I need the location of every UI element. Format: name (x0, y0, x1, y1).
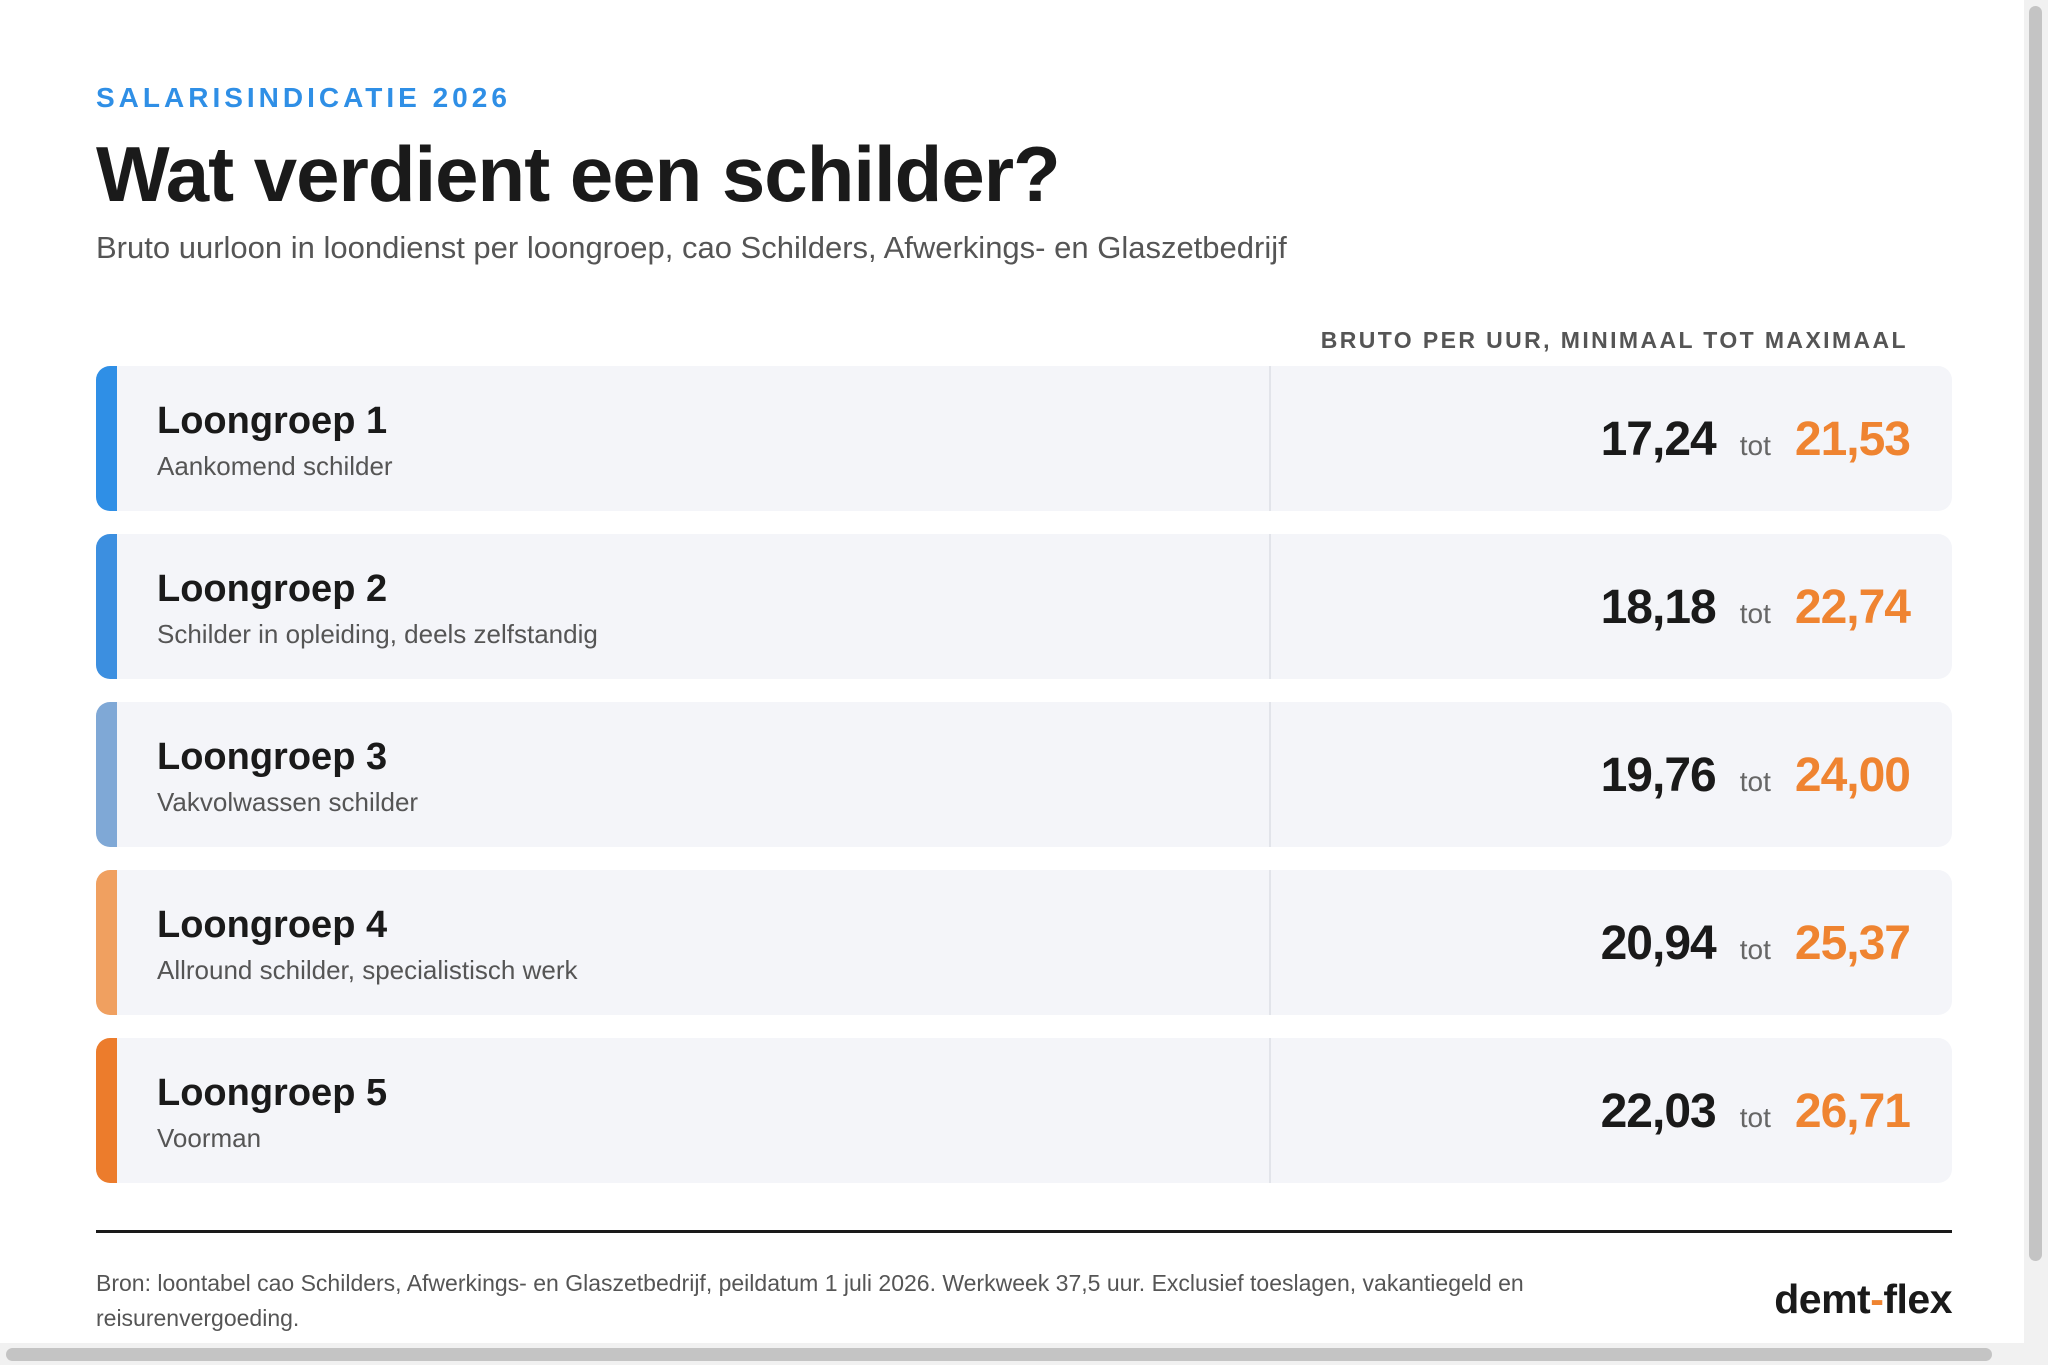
horizontal-scrollbar[interactable] (0, 1343, 2024, 1365)
wage-max: 22,74 (1794, 581, 1911, 634)
row-accent-bar (96, 534, 117, 679)
row-accent-bar (96, 366, 117, 511)
vertical-scrollbar[interactable] (2024, 0, 2048, 1365)
loongroep-name: Loongroep 2 (157, 568, 388, 610)
wage-range: 18,18 tot 22,74 (1600, 580, 1911, 635)
source-note: Bron: loontabel cao Schilders, Afwerking… (96, 1270, 1524, 1331)
brand-logo-dash: - (1870, 1276, 1884, 1322)
page-title: Wat verdient een schilder? (96, 130, 1061, 218)
eyebrow-label: SALARISINDICATIE 2026 (96, 82, 511, 113)
wage-max: 21,53 (1794, 413, 1911, 466)
row-divider (1269, 366, 1271, 511)
row-accent-bar (96, 1038, 117, 1183)
row-divider (1269, 702, 1271, 847)
salary-row: Loongroep 4 Allround schilder, specialis… (96, 870, 1952, 1015)
row-divider (1269, 1038, 1271, 1183)
wage-min: 18,18 (1600, 581, 1717, 634)
loongroep-description: Vakvolwassen schilder (157, 787, 419, 817)
row-divider (1269, 534, 1271, 679)
row-accent-bar (96, 702, 117, 847)
vertical-scrollbar-thumb[interactable] (2029, 6, 2042, 1261)
wage-max: 24,00 (1794, 749, 1911, 802)
salary-row: Loongroep 3 Vakvolwassen schilder 19,76 … (96, 702, 1952, 847)
loongroep-name: Loongroep 3 (157, 736, 388, 778)
salary-table: Loongroep 1 Aankomend schilder 17,24 tot… (96, 366, 1952, 1206)
salary-row: Loongroep 5 Voorman 22,03 tot 26,71 (96, 1038, 1952, 1183)
brand-logo: demt-flex (1774, 1276, 1952, 1323)
wage-min: 22,03 (1600, 1085, 1717, 1138)
wage-range: 22,03 tot 26,71 (1600, 1084, 1911, 1139)
wage-max: 26,71 (1794, 1085, 1911, 1138)
loongroep-description: Allround schilder, specialistisch werk (157, 955, 578, 985)
brand-logo-left: demt (1774, 1276, 1871, 1322)
range-separator: tot (1739, 934, 1771, 965)
salary-row: Loongroep 2 Schilder in opleiding, deels… (96, 534, 1952, 679)
wage-range: 19,76 tot 24,00 (1600, 748, 1911, 803)
loongroep-description: Voorman (157, 1123, 262, 1153)
wage-range: 17,24 tot 21,53 (1600, 412, 1911, 467)
loongroep-name: Loongroep 4 (157, 904, 388, 946)
horizontal-scrollbar-thumb[interactable] (6, 1348, 1992, 1361)
row-divider (1269, 870, 1271, 1015)
row-accent-bar (96, 870, 117, 1015)
loongroep-description: Schilder in opleiding, deels zelfstandig (157, 619, 598, 649)
brand-logo-right: flex (1883, 1276, 1952, 1322)
range-separator: tot (1739, 766, 1771, 797)
wage-min: 17,24 (1600, 413, 1717, 466)
footer-divider (96, 1230, 1952, 1233)
wage-range: 20,94 tot 25,37 (1600, 916, 1911, 971)
loongroep-description: Aankomend schilder (157, 451, 393, 481)
wage-min: 19,76 (1600, 749, 1717, 802)
loongroep-name: Loongroep 5 (157, 1072, 388, 1114)
wage-max: 25,37 (1794, 917, 1911, 970)
salary-row: Loongroep 1 Aankomend schilder 17,24 tot… (96, 366, 1952, 511)
range-separator: tot (1739, 1102, 1771, 1133)
range-separator: tot (1739, 598, 1771, 629)
loongroep-name: Loongroep 1 (157, 400, 388, 442)
column-header: BRUTO PER UUR, MINIMAAL TOT MAXIMAAL (1320, 327, 1908, 353)
page-subtitle: Bruto uurloon in loondienst per loongroe… (96, 230, 1287, 265)
wage-min: 20,94 (1600, 917, 1717, 970)
range-separator: tot (1739, 430, 1771, 461)
